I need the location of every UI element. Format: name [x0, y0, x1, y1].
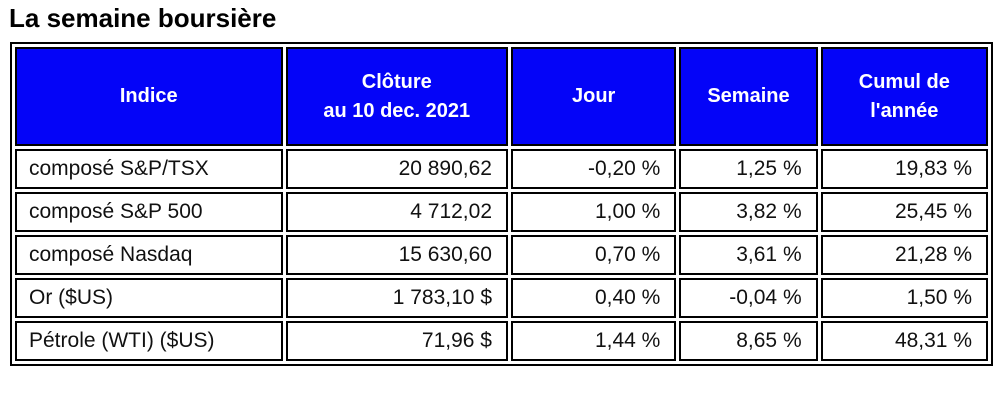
- cloture-cell: 20 890,62: [285, 149, 508, 189]
- jour-cell: 1,44 %: [511, 321, 677, 361]
- column-header-jour: Jour: [511, 47, 677, 146]
- cumul-cell: 19,83 %: [820, 149, 988, 189]
- cloture-cell: 4 712,02: [285, 192, 508, 232]
- table-row: composé S&P 500 4 712,02 1,00 % 3,82 % 2…: [15, 192, 988, 232]
- indice-cell: Or ($US): [15, 278, 283, 318]
- jour-cell: 0,70 %: [511, 235, 677, 275]
- semaine-cell: 8,65 %: [679, 321, 818, 361]
- cumul-cell: 48,31 %: [820, 321, 988, 361]
- column-header-indice: Indice: [15, 47, 283, 146]
- table-row: Pétrole (WTI) ($US) 71,96 $ 1,44 % 8,65 …: [15, 321, 988, 361]
- cumul-cell: 21,28 %: [820, 235, 988, 275]
- indice-cell: composé Nasdaq: [15, 235, 283, 275]
- semaine-cell: 1,25 %: [679, 149, 818, 189]
- cumul-cell: 1,50 %: [820, 278, 988, 318]
- table-row: Or ($US) 1 783,10 $ 0,40 % -0,04 % 1,50 …: [15, 278, 988, 318]
- jour-cell: 1,00 %: [511, 192, 677, 232]
- column-header-cloture: Clôture au 10 dec. 2021: [285, 47, 508, 146]
- header-row: Indice Clôture au 10 dec. 2021 Jour Sema…: [15, 47, 988, 146]
- table-row: composé S&P/TSX 20 890,62 -0,20 % 1,25 %…: [15, 149, 988, 189]
- semaine-cell: -0,04 %: [679, 278, 818, 318]
- table-row: composé Nasdaq 15 630,60 0,70 % 3,61 % 2…: [15, 235, 988, 275]
- cloture-cell: 71,96 $: [285, 321, 508, 361]
- column-header-cumul: Cumul de l'année: [820, 47, 988, 146]
- market-week-table: Indice Clôture au 10 dec. 2021 Jour Sema…: [10, 42, 993, 366]
- indice-cell: composé S&P/TSX: [15, 149, 283, 189]
- semaine-cell: 3,61 %: [679, 235, 818, 275]
- column-header-semaine: Semaine: [679, 47, 818, 146]
- jour-cell: 0,40 %: [511, 278, 677, 318]
- jour-cell: -0,20 %: [511, 149, 677, 189]
- indice-cell: composé S&P 500: [15, 192, 283, 232]
- semaine-cell: 3,82 %: [679, 192, 818, 232]
- cloture-cell: 1 783,10 $: [285, 278, 508, 318]
- indice-cell: Pétrole (WTI) ($US): [15, 321, 283, 361]
- page-title: La semaine boursière: [9, 3, 277, 33]
- cumul-cell: 25,45 %: [820, 192, 988, 232]
- cloture-cell: 15 630,60: [285, 235, 508, 275]
